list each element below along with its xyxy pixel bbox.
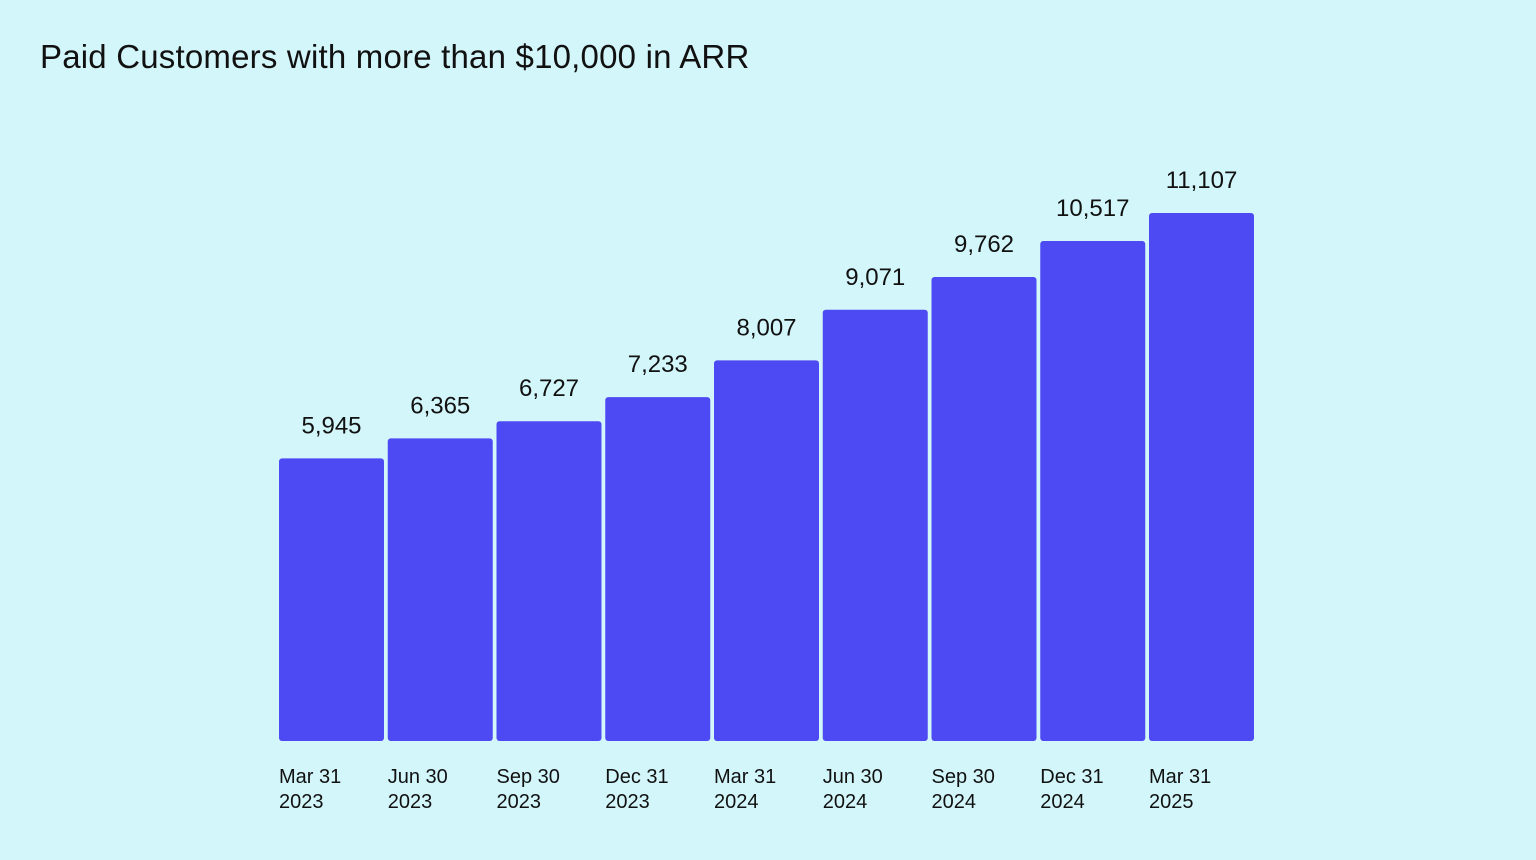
category-label-date: Dec 31: [605, 766, 668, 788]
category-label-year: 2024: [823, 791, 868, 813]
category-label-date: Dec 31: [1040, 766, 1103, 788]
bar-value-label: 6,365: [410, 392, 470, 419]
category-label-year: 2023: [497, 791, 542, 813]
category-label-date: Mar 31: [714, 766, 776, 788]
category-label-date: Jun 30: [388, 766, 448, 788]
bar-value-label: 9,762: [954, 231, 1014, 258]
bar-value-label: 7,233: [628, 351, 688, 378]
bar: [714, 360, 819, 741]
bar: [931, 276, 1037, 741]
bar-value-label: 8,007: [736, 314, 796, 341]
category-label-year: 2023: [605, 791, 650, 813]
category-label-year: 2025: [1149, 791, 1194, 813]
bar: [605, 397, 711, 741]
bar: [279, 458, 384, 741]
category-label-date: Sep 30: [932, 766, 995, 788]
value-labels-group: 5,945 6,365 6,727 7,233 8,007 9,071 9,762 10,51…: [301, 167, 1237, 439]
category-label-date: Jun 30: [823, 766, 883, 788]
bar: [1149, 213, 1254, 741]
category-label-date: Mar 31: [279, 766, 341, 788]
category-label-year: 2024: [1040, 791, 1085, 813]
bar: [387, 438, 493, 741]
bar-value-label: 11,107: [1166, 167, 1238, 194]
bar: [496, 421, 602, 741]
category-label-year: 2023: [279, 791, 324, 813]
bar-value-label: 5,945: [301, 412, 361, 439]
category-label-date: Mar 31: [1149, 766, 1211, 788]
chart-title: Paid Customers with more than $10,000 in…: [40, 38, 750, 75]
bar: [1040, 241, 1146, 741]
category-label-year: 2024: [932, 791, 977, 813]
bar: [822, 309, 928, 741]
category-label-year: 2024: [714, 791, 759, 813]
category-labels-group: Mar 31 2023 Jun 30 2023 Sep 30 2023 Dec 31 2023…: [279, 766, 1211, 813]
bar-value-label: 9,071: [845, 264, 905, 291]
category-label-date: Sep 30: [497, 766, 560, 788]
category-label-year: 2023: [388, 791, 433, 813]
bars-group: [279, 213, 1254, 741]
bar-value-label: 6,727: [519, 375, 579, 402]
bar-value-label: 10,517: [1056, 195, 1129, 222]
